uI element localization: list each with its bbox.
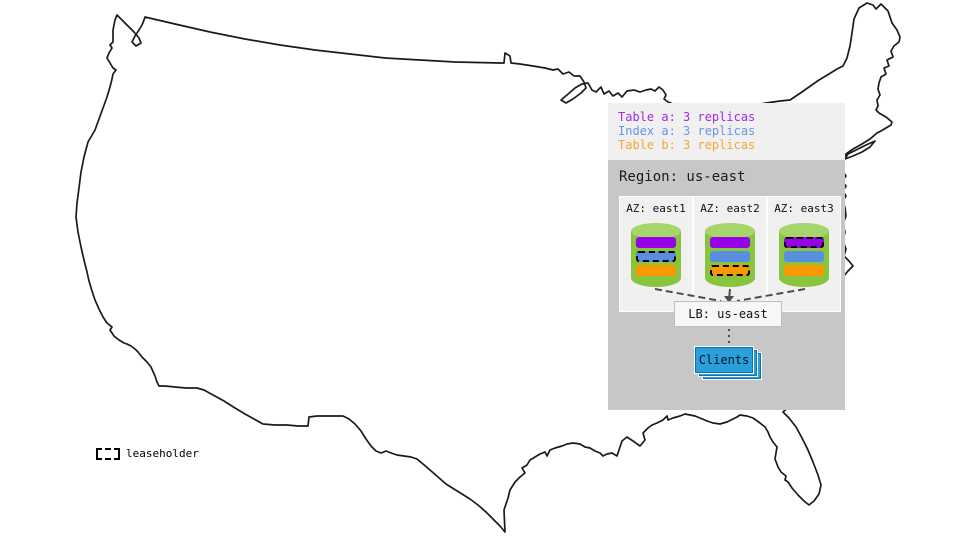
az-row: AZ: east1 AZ: east2 <box>619 196 841 312</box>
legend-table-b: Table b: 3 replicas <box>618 138 756 152</box>
clients-box: Clients <box>694 346 754 374</box>
replica-table-b <box>784 265 824 276</box>
az-box-east2: AZ: east2 <box>693 196 767 312</box>
replica-table-a <box>710 237 750 248</box>
replica-table-b <box>636 265 676 276</box>
replica-index-a <box>710 251 750 262</box>
region-panel: Region: us-east AZ: east1 AZ: east2 <box>608 160 845 410</box>
leaseholder-key-label: leaseholder <box>126 447 199 460</box>
replica-table-b <box>710 265 750 276</box>
az-label: AZ: east3 <box>774 202 834 215</box>
leaseholder-dashed-box-icon <box>96 447 120 460</box>
legend-index-a: Index a: 3 replicas <box>618 124 756 138</box>
az-box-east1: AZ: east1 <box>619 196 693 312</box>
az-label: AZ: east2 <box>700 202 760 215</box>
replica-legend-panel: Table a: 3 replicas Index a: 3 replicas … <box>608 103 845 160</box>
replica-table-a <box>636 237 676 248</box>
az-label: AZ: east1 <box>626 202 686 215</box>
replica-table-a <box>784 237 824 248</box>
leaseholder-key: leaseholder <box>96 447 199 460</box>
clients-stack: Clients <box>694 346 765 383</box>
replica-bars <box>784 237 824 279</box>
replica-index-a <box>784 251 824 262</box>
replica-bars <box>636 237 676 279</box>
long-island-outline <box>844 140 876 160</box>
region-title: Region: us-east <box>619 169 746 185</box>
replica-index-a <box>636 251 676 262</box>
replica-bars <box>710 237 750 279</box>
legend-table-a: Table a: 3 replicas <box>618 110 756 124</box>
az-box-east3: AZ: east3 <box>767 196 841 312</box>
load-balancer-box: LB: us-east <box>674 301 782 327</box>
